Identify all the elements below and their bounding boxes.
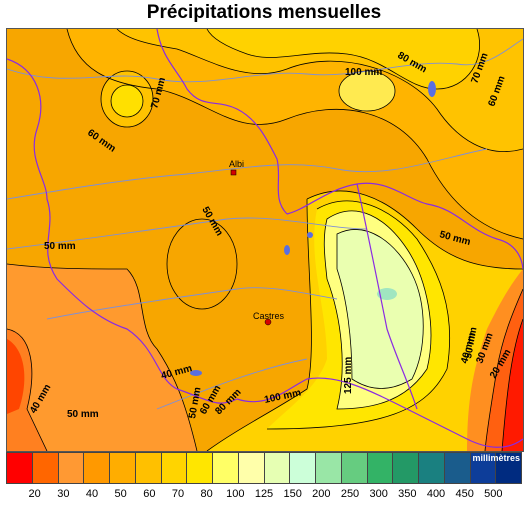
lake-1: [428, 81, 436, 97]
legend-ticks: 20 30 40 50 60 70 80 100 125 150 200 250 300 350 400 45…: [6, 488, 522, 504]
legend-tick: 125: [254, 488, 274, 500]
legend-swatch: [419, 453, 445, 483]
units-label: millimètres: [472, 453, 520, 463]
legend-tick: 250: [340, 488, 360, 500]
iso-label: 50 mm: [44, 241, 76, 252]
border-inner: [356, 183, 418, 410]
legend-swatch: [135, 453, 162, 483]
legend-swatch: [84, 453, 110, 483]
legend-tick: 50: [114, 488, 127, 500]
city-label-castres: Castres: [253, 311, 285, 321]
isoline-20: [501, 318, 523, 451]
legend-swatch: [367, 453, 394, 483]
zone-20-30: [7, 339, 25, 414]
lakes: [190, 81, 436, 376]
legend-swatch: [238, 453, 265, 483]
isoline-80-west: [110, 84, 144, 118]
lake-2: [284, 245, 290, 255]
zone-150-200: [337, 229, 424, 389]
legend-swatch: [393, 453, 419, 483]
legend-tick: 20: [28, 488, 41, 500]
legend-swatch: [470, 453, 497, 483]
isoline-40-west: [7, 328, 48, 451]
river-middle: [7, 217, 368, 250]
zone-100-north: [339, 71, 395, 111]
legend-swatch: [7, 453, 33, 483]
isoline-80: [206, 29, 480, 90]
zone-20-south: [502, 319, 523, 451]
border-south: [236, 377, 523, 448]
river-tarn: [7, 148, 488, 200]
legend-tick: 350: [398, 488, 417, 500]
isoline-70: [116, 29, 523, 152]
isoline-150: [336, 229, 424, 389]
border-west: [7, 58, 238, 404]
legend-swatch: [110, 453, 136, 483]
border-east: [286, 182, 523, 270]
legend-swatch: [213, 453, 239, 483]
borders: [7, 29, 523, 448]
legend-swatch: [58, 453, 85, 483]
legend-tick: 30: [57, 488, 70, 500]
color-legend: [6, 452, 522, 484]
isoline-80-south: [206, 198, 312, 451]
legend-swatch: [341, 453, 368, 483]
isoline-60: [66, 29, 523, 240]
precipitation-map[interactable]: Albi Castres 100 mm 80 mm 70 mm 60 mm 70…: [6, 28, 524, 452]
legend-tick: 500: [484, 488, 503, 500]
zone-40-50: [7, 264, 197, 451]
isoline-70-west: [100, 70, 154, 128]
isoline-50-east: [306, 190, 523, 270]
legend-swatch: [444, 453, 471, 483]
legend-swatch: [496, 453, 521, 483]
city-marker-albi[interactable]: [230, 169, 237, 176]
zone-80-100: [207, 29, 480, 89]
zone-80-west: [111, 85, 143, 117]
legend-swatch: [316, 453, 342, 483]
city-marker-castres[interactable]: [264, 318, 272, 326]
lake-4: [190, 370, 202, 376]
legend-tick: 40: [85, 488, 99, 500]
river-north: [7, 38, 523, 83]
isoline-125: [323, 210, 432, 410]
iso-label: 50 mm: [67, 409, 99, 420]
isoline-100: [266, 200, 451, 430]
legend-tick: 100: [226, 488, 245, 500]
legend-tick: 60: [143, 488, 156, 500]
legend-swatch: [187, 453, 213, 483]
legend-swatch: [161, 453, 188, 483]
map-canvas: Albi Castres 100 mm 80 mm 70 mm 60 mm 70…: [7, 29, 523, 451]
isolines: [7, 29, 523, 451]
lake-3: [307, 232, 313, 238]
zone-200-250: [377, 288, 397, 300]
iso-label: 50 mm: [463, 326, 479, 359]
isoline-30: [484, 288, 523, 451]
city-label-albi: Albi: [229, 159, 244, 169]
iso-label: 100 mm: [345, 67, 382, 78]
legend-tick: 80: [200, 488, 213, 500]
border-north: [156, 29, 288, 215]
isoline-50-center: [166, 218, 238, 310]
legend-tick: 450: [455, 488, 474, 500]
legend-tick: 150: [283, 488, 302, 500]
river-south: [156, 358, 308, 410]
legend-swatch: [290, 453, 316, 483]
legend-tick: 70: [171, 488, 185, 500]
legend-tick: 300: [369, 488, 388, 500]
map-title: Précipitations mensuelles: [146, 2, 382, 23]
legend-tick: 400: [426, 488, 446, 500]
iso-label: 50 mm: [187, 386, 203, 419]
iso-label: 125 mm: [343, 357, 354, 394]
legend-swatch: [264, 453, 291, 483]
legend-swatch: [32, 453, 59, 483]
legend-tick: 200: [312, 488, 331, 500]
isoline-50-west: [7, 263, 198, 451]
